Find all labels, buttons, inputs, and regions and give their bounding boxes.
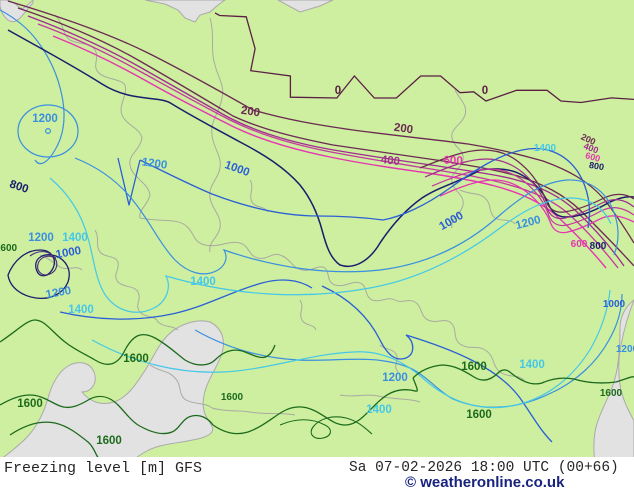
svg-text:1200: 1200 [616, 344, 634, 355]
svg-text:600: 600 [571, 239, 588, 250]
svg-text:1600: 1600 [461, 361, 487, 373]
svg-text:1200: 1200 [28, 232, 54, 244]
svg-text:1400: 1400 [519, 359, 545, 371]
svg-text:1600: 1600 [600, 388, 623, 399]
svg-text:1600: 1600 [221, 392, 244, 403]
svg-text:1400: 1400 [534, 143, 557, 154]
svg-text:1200: 1200 [382, 372, 408, 384]
svg-text:1400: 1400 [68, 304, 94, 316]
svg-text:1600: 1600 [96, 435, 122, 447]
svg-text:600: 600 [443, 155, 463, 168]
svg-text:400: 400 [380, 154, 400, 168]
svg-text:1000: 1000 [603, 299, 626, 310]
svg-text:1600: 1600 [123, 353, 149, 365]
svg-text:1400: 1400 [190, 276, 216, 288]
svg-text:1200: 1200 [32, 113, 58, 125]
svg-text:1400: 1400 [62, 232, 88, 244]
svg-text:1600: 1600 [17, 398, 43, 410]
svg-text:1400: 1400 [366, 404, 392, 416]
svg-text:0: 0 [335, 85, 341, 97]
svg-text:800: 800 [590, 241, 607, 252]
svg-text:1600: 1600 [0, 243, 18, 254]
svg-text:0: 0 [482, 85, 488, 97]
svg-text:1600: 1600 [466, 409, 492, 421]
